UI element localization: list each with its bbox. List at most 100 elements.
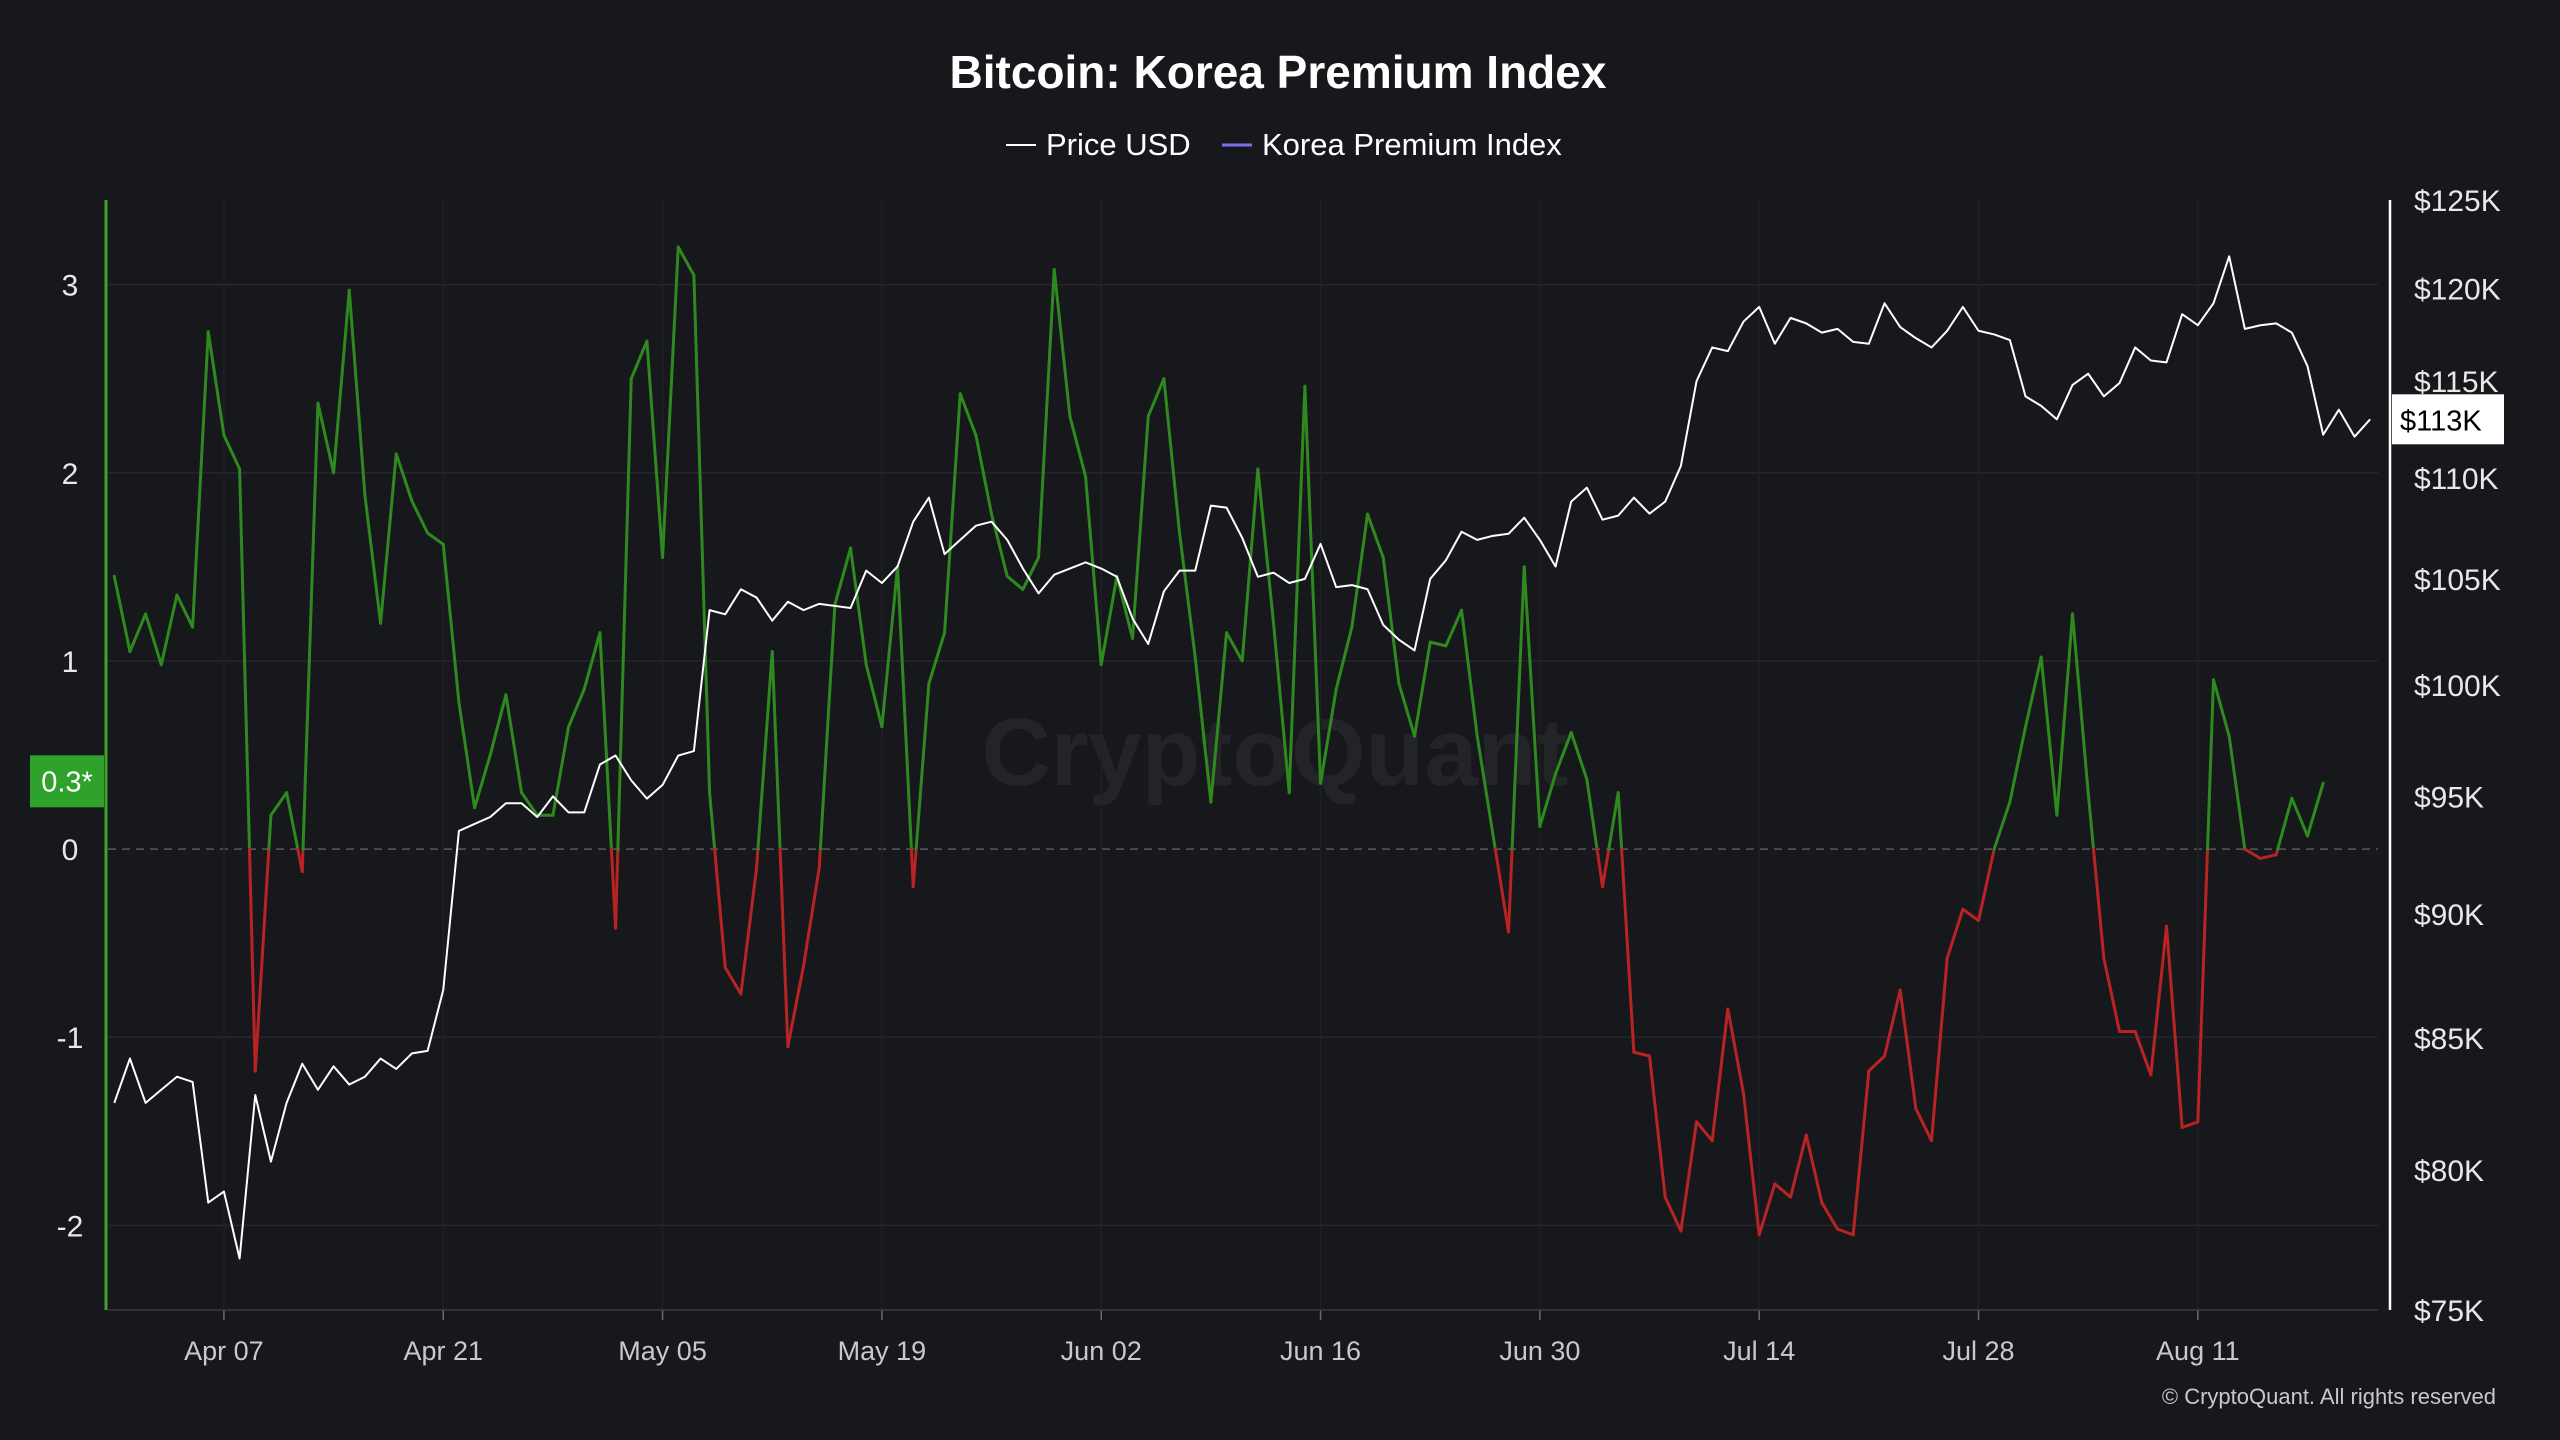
kpi-segment <box>927 631 947 686</box>
left-tick-label: 0 <box>62 834 79 867</box>
kpi-segment <box>1804 1133 1824 1205</box>
legend-item-price-usd[interactable]: Price USD <box>1006 127 1191 162</box>
right-tick-label: $125K <box>2414 185 2501 218</box>
kpi-segment <box>2055 612 2075 817</box>
kpi-segment <box>1585 777 1599 851</box>
kpi-segment <box>1068 414 1088 479</box>
kpi-segment <box>817 847 822 870</box>
kpi-segment <box>692 273 712 795</box>
kpi-segment <box>2212 678 2231 738</box>
kpi-segment <box>551 725 571 817</box>
kpi-segment <box>238 467 251 851</box>
kpi-segment <box>191 330 210 629</box>
x-tick-label: Aug 11 <box>2156 1336 2240 1366</box>
kpi-segment <box>267 813 273 851</box>
x-tick-label: May 05 <box>618 1336 707 1366</box>
watermark-text: CryptoQuant <box>982 699 1569 806</box>
kpi-segment <box>1607 791 1620 851</box>
left-current-badge-label: 0.3* <box>41 766 93 798</box>
kpi-segment <box>880 565 900 729</box>
x-tick-label: Jun 16 <box>1280 1336 1361 1366</box>
kpi-segment <box>1131 414 1150 640</box>
kpi-segment <box>269 791 289 817</box>
kpi-segment <box>1945 907 1965 960</box>
price-usd-line <box>113 255 2371 1260</box>
kpi-segment <box>1303 384 1323 785</box>
left-tick-label: 3 <box>62 270 79 303</box>
kpi-segment <box>1178 531 1197 659</box>
right-tick-label: $120K <box>2414 274 2501 307</box>
series-layer <box>112 245 2371 1260</box>
kpi-segment <box>363 493 383 625</box>
kpi-segment <box>1898 988 1918 1111</box>
kpi-segment <box>2196 847 2210 1124</box>
left-tick-label: -2 <box>57 1210 84 1243</box>
kpi-segment <box>1820 1201 1840 1231</box>
kpi-segment <box>786 964 806 1049</box>
x-tick-label: May 19 <box>838 1336 927 1366</box>
left-tick-label: -1 <box>57 1022 84 1055</box>
footer-copyright: © CryptoQuant. All rights reserved <box>2162 1384 2496 1409</box>
legend-label-korea-premium-index: Korea Premium Index <box>1262 127 1562 162</box>
right-tick-label: $80K <box>2414 1155 2484 1188</box>
kpi-segment <box>1773 1182 1793 1199</box>
right-tick-label: $115K <box>2414 366 2499 399</box>
kpi-segment <box>1084 475 1103 667</box>
legend-item-korea-premium-index[interactable]: Korea Premium Index <box>1222 127 1562 162</box>
x-tick-label: Jun 02 <box>1061 1336 1142 1366</box>
kpi-segment <box>1851 1069 1871 1237</box>
kpi-segment <box>128 612 148 654</box>
kpi-segment <box>1005 574 1025 591</box>
kpi-segment <box>2092 847 2106 960</box>
right-tick-label: $110K <box>2414 463 2499 496</box>
right-current-badge-label: $113K <box>2400 405 2482 437</box>
kpi-segment <box>2102 956 2122 1034</box>
x-tick-label: Apr 21 <box>403 1336 483 1366</box>
kpi-segment <box>1037 268 1056 559</box>
kpi-segment <box>2243 847 2263 860</box>
kpi-segment <box>974 433 994 516</box>
kpi-segment <box>1334 625 1354 691</box>
kpi-segment <box>1914 1107 1934 1143</box>
kpi-segment <box>1193 655 1213 804</box>
kpi-segment <box>2024 655 2043 729</box>
kpi-segment <box>1742 1092 1761 1237</box>
kpi-segment <box>1930 956 1949 1143</box>
kpi-segment <box>1350 512 1370 629</box>
kpi-segment <box>739 866 759 996</box>
kpi-segment <box>1679 1120 1699 1233</box>
kpi-segment <box>316 401 336 475</box>
kpi-segment <box>144 612 163 667</box>
kpi-segment <box>426 531 445 546</box>
kpi-segment <box>520 791 539 817</box>
kpi-segment <box>616 377 633 851</box>
kpi-segment <box>347 288 367 497</box>
right-axis: $125K $120K $115K $110K $105K $100K $95K $90K $8… <box>2388 185 2501 1328</box>
right-tick-label: $95K <box>2414 781 2484 814</box>
kpi-segment <box>1757 1182 1777 1237</box>
left-current-badge-box <box>30 755 104 808</box>
kpi-segment <box>410 499 430 535</box>
kpi-segment <box>2290 796 2310 838</box>
right-tick-label: $85K <box>2414 1023 2484 1056</box>
kpi-segment <box>614 847 620 930</box>
kpi-segment <box>1240 467 1260 663</box>
kpi-segment <box>379 452 398 625</box>
kpi-segment <box>112 574 132 654</box>
kpi-segment <box>1554 730 1573 776</box>
kpi-segment <box>645 339 665 559</box>
kpi-segment <box>1115 574 1135 640</box>
kpi-segment <box>598 631 613 851</box>
kpi-segment <box>1146 377 1166 418</box>
kpi-segment <box>473 753 492 810</box>
kpi-segment <box>2133 1030 2153 1077</box>
kpi-segment <box>1319 687 1338 785</box>
legend-label-price-usd: Price USD <box>1046 127 1191 162</box>
kpi-segment <box>332 288 351 475</box>
kpi-segment <box>1021 555 1041 591</box>
right-tick-label: $100K <box>2414 670 2501 703</box>
kpi-segment <box>1099 574 1119 667</box>
kpi-segment <box>253 847 271 1073</box>
